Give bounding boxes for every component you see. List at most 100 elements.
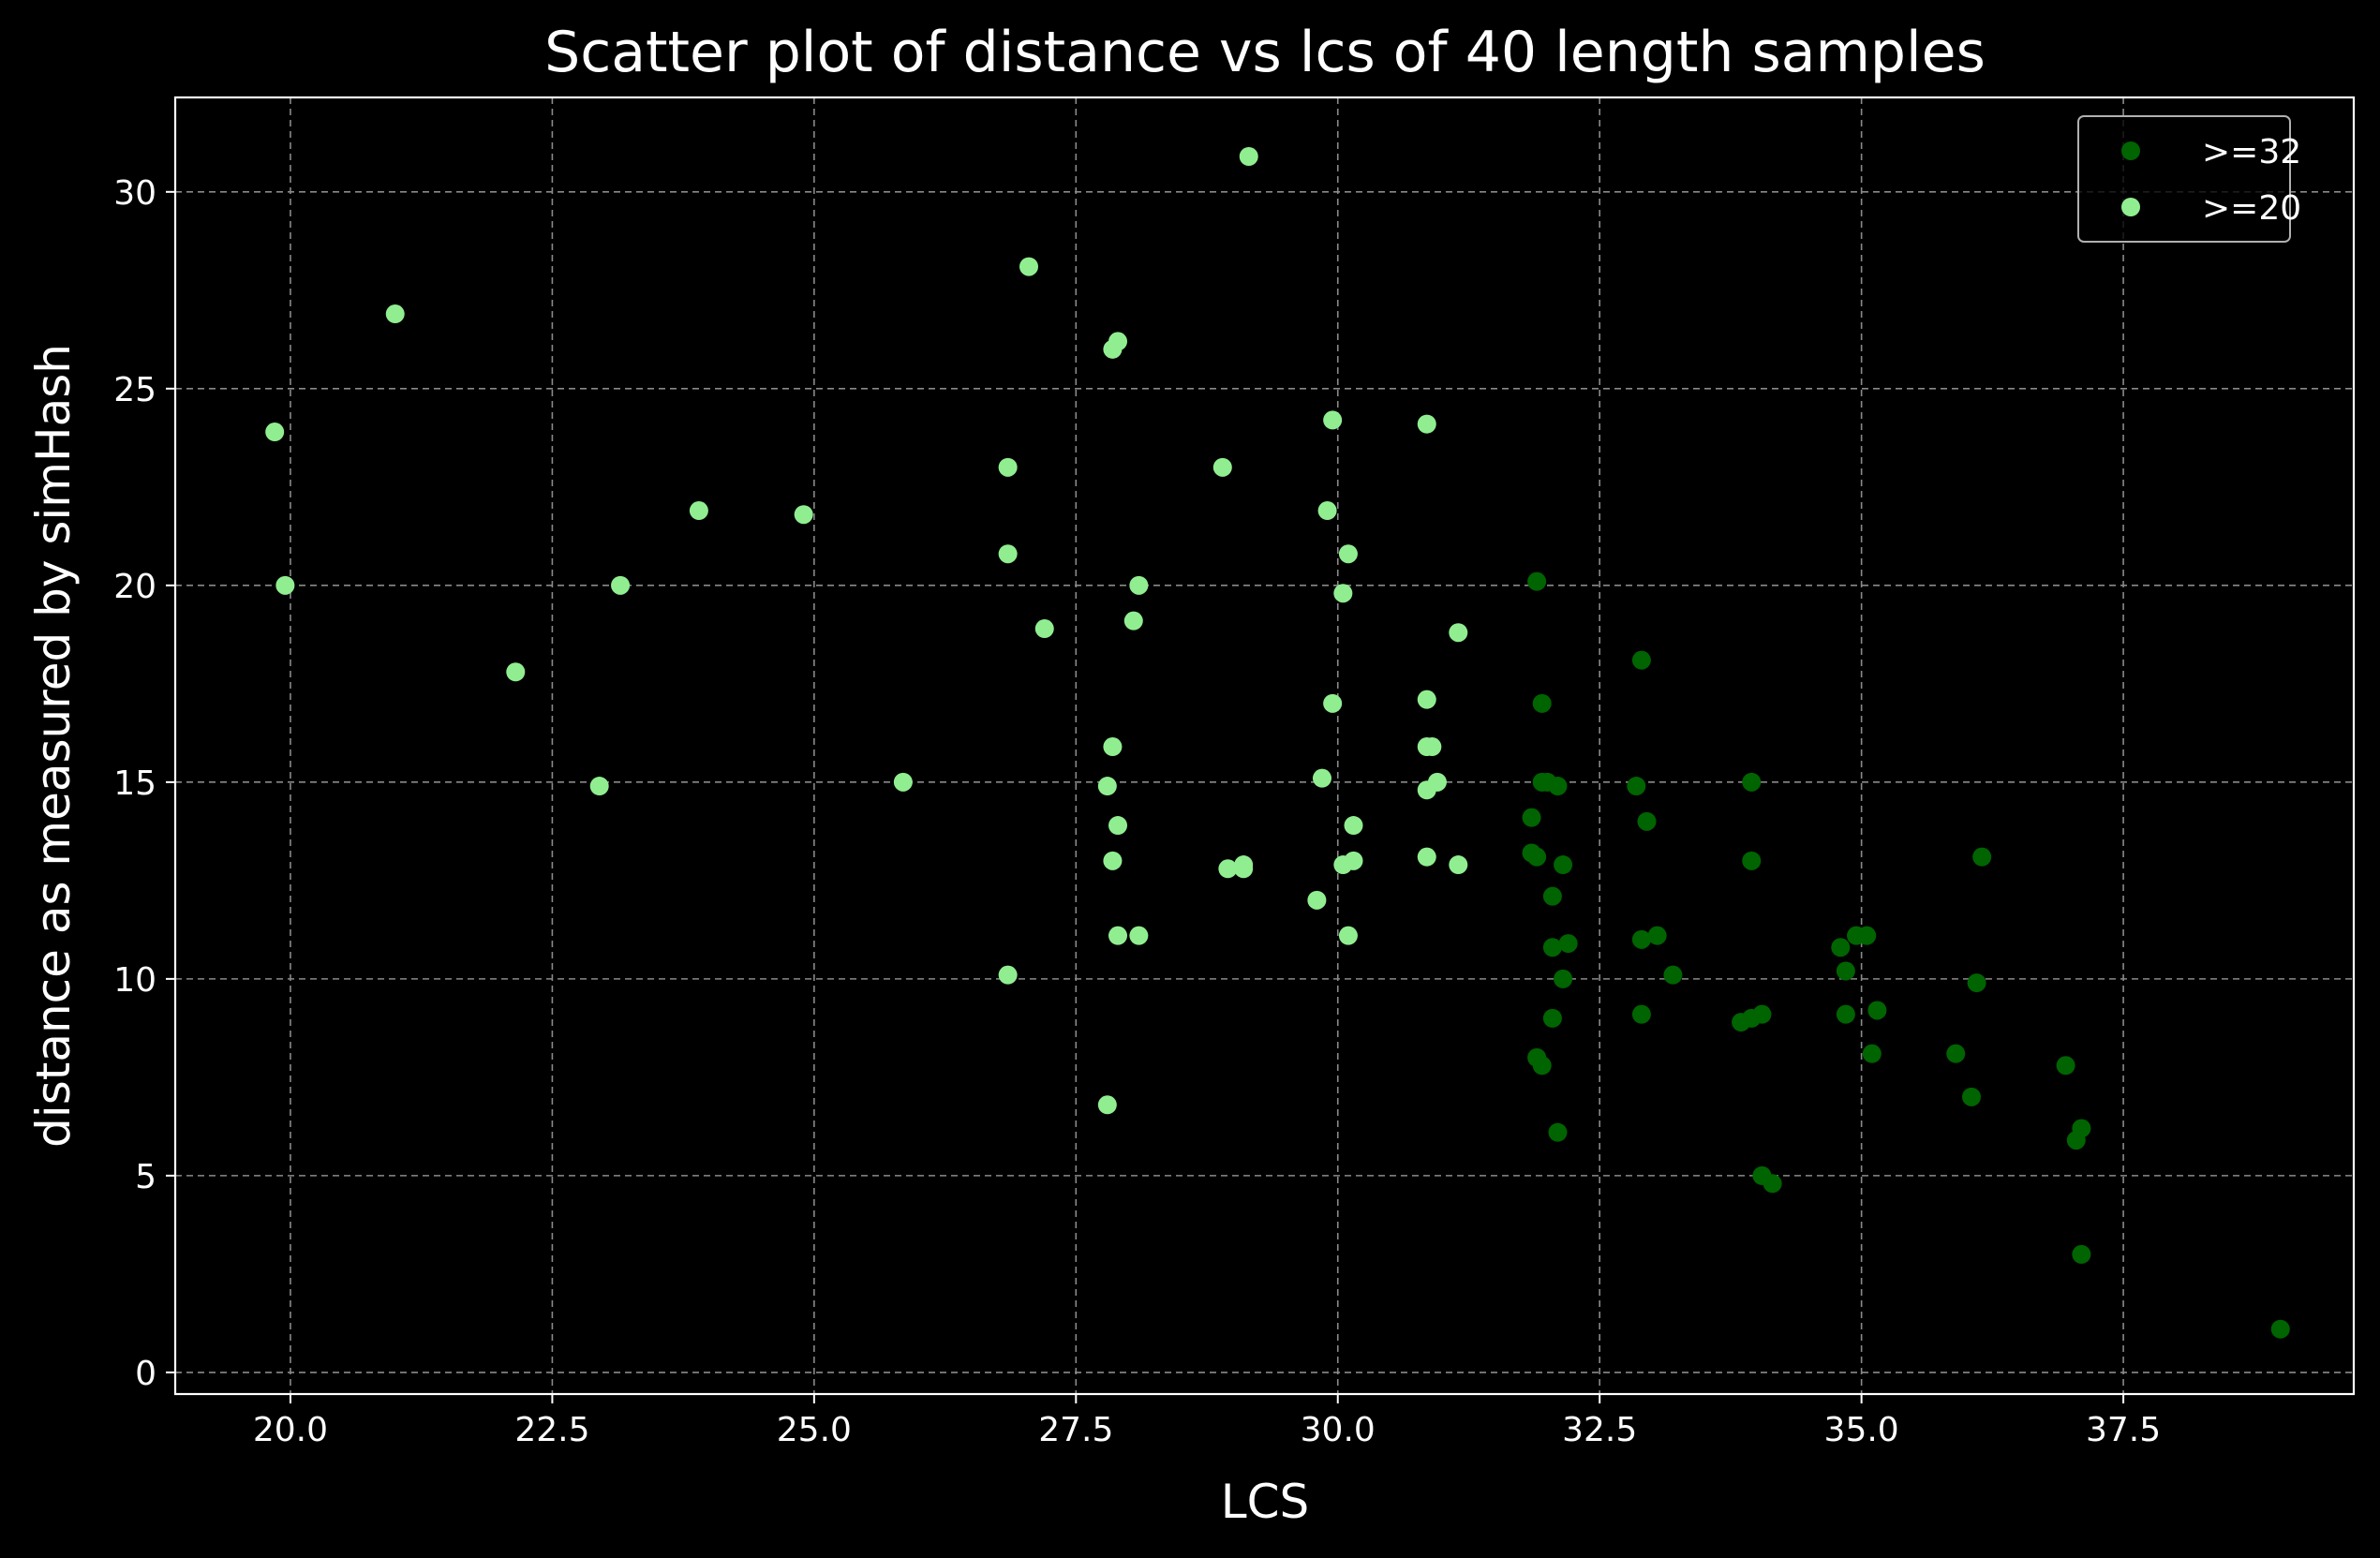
legend-marker-gte32 xyxy=(2121,141,2140,160)
data-point xyxy=(1627,777,1646,796)
data-point xyxy=(1831,938,1851,957)
y-axis-label: distance as measured by simHash xyxy=(26,344,81,1148)
x-tick-label: 35.0 xyxy=(1824,1411,1899,1449)
legend: >=32 >=20 xyxy=(2077,115,2301,243)
data-point xyxy=(1946,1044,1966,1063)
data-point xyxy=(1742,851,1762,870)
data-point xyxy=(998,457,1018,477)
data-point xyxy=(1527,847,1547,867)
data-point xyxy=(1108,816,1128,836)
y-tick-label: 30 xyxy=(113,174,156,213)
data-point xyxy=(1752,1004,1772,1024)
data-point xyxy=(794,505,813,525)
data-point xyxy=(2072,1244,2091,1264)
data-point xyxy=(1239,147,1258,167)
x-axis-label: LCS xyxy=(1221,1475,1310,1529)
grid-lines xyxy=(175,97,2354,1394)
data-point xyxy=(1417,847,1436,867)
data-point xyxy=(1034,619,1054,639)
data-point xyxy=(1307,890,1327,910)
x-tick-label: 25.0 xyxy=(777,1411,852,1449)
data-point xyxy=(1218,859,1238,879)
data-point xyxy=(998,965,1018,985)
data-point xyxy=(1548,1122,1568,1142)
data-point xyxy=(1548,777,1568,796)
y-tick-label: 0 xyxy=(135,1355,156,1393)
data-point xyxy=(385,304,405,324)
x-tick-label: 27.5 xyxy=(1038,1411,1113,1449)
data-points xyxy=(265,147,2290,1339)
x-tick-label: 30.0 xyxy=(1301,1411,1376,1449)
data-point xyxy=(998,544,1018,564)
data-point xyxy=(1123,611,1143,631)
data-point xyxy=(1637,811,1657,831)
data-point xyxy=(1663,965,1683,985)
data-point xyxy=(1554,969,1573,988)
data-point xyxy=(1532,693,1552,713)
data-point xyxy=(1522,808,1541,827)
series-gte20 xyxy=(265,147,1468,1115)
plot-frame xyxy=(173,96,2356,1396)
data-point xyxy=(1836,1004,1855,1024)
data-point xyxy=(1317,501,1337,521)
data-point xyxy=(1338,544,1358,564)
data-point xyxy=(589,777,609,796)
data-point xyxy=(1631,650,1651,670)
data-point xyxy=(1417,414,1436,434)
data-point xyxy=(1862,1044,1882,1063)
x-tick-label: 20.0 xyxy=(253,1411,328,1449)
data-point xyxy=(1344,851,1363,870)
x-tick-label: 32.5 xyxy=(1562,1411,1637,1449)
data-point xyxy=(1742,772,1762,792)
data-point xyxy=(1234,859,1254,879)
data-point xyxy=(1108,332,1128,351)
data-point xyxy=(1542,1008,1562,1028)
y-tick-label: 25 xyxy=(113,371,156,409)
data-point xyxy=(689,501,708,521)
data-point xyxy=(1449,623,1468,643)
data-point xyxy=(1836,961,1855,981)
data-point xyxy=(2270,1319,2290,1339)
legend-marker-gte20 xyxy=(2121,198,2140,216)
data-point xyxy=(1338,926,1358,945)
data-point xyxy=(1323,693,1343,713)
axis-ticks: 20.0 22.5 25.0 27.5 30.0 32.5 35.0 37.5 0 5 10 15 20… xyxy=(113,174,2161,1449)
data-point xyxy=(1019,257,1038,276)
data-point xyxy=(1554,855,1573,875)
data-point xyxy=(1763,1174,1782,1194)
chart-title: Scatter plot of distance vs lcs of 40 le… xyxy=(544,20,1986,85)
data-point xyxy=(1097,1095,1117,1115)
data-point xyxy=(1542,938,1562,957)
data-point xyxy=(506,662,526,682)
series-gte32 xyxy=(1522,571,2290,1339)
data-point xyxy=(2072,1119,2091,1138)
y-tick-label: 5 xyxy=(135,1158,156,1196)
data-point xyxy=(893,772,913,792)
y-tick-label: 20 xyxy=(113,568,156,606)
data-point xyxy=(1097,777,1117,796)
data-point xyxy=(1344,816,1363,836)
data-point xyxy=(265,423,285,442)
data-point xyxy=(1323,410,1343,430)
data-point xyxy=(1449,855,1468,875)
data-point xyxy=(1631,1004,1651,1024)
data-point xyxy=(1558,934,1578,954)
data-point xyxy=(1542,886,1562,906)
legend-label-gte32: >=32 xyxy=(2202,133,2301,171)
data-point xyxy=(1103,851,1123,870)
data-point xyxy=(1312,768,1331,788)
data-point xyxy=(1527,571,1547,591)
x-tick-label: 37.5 xyxy=(2086,1411,2161,1449)
data-point xyxy=(1857,926,1877,945)
data-point xyxy=(611,575,631,595)
data-point xyxy=(1532,1056,1552,1076)
data-point xyxy=(1333,584,1353,603)
data-point xyxy=(275,575,295,595)
data-point xyxy=(1212,457,1232,477)
legend-label-gte20: >=20 xyxy=(2202,189,2301,228)
data-point xyxy=(1129,575,1149,595)
data-point xyxy=(1962,1087,1982,1106)
data-point xyxy=(1867,1001,1887,1020)
